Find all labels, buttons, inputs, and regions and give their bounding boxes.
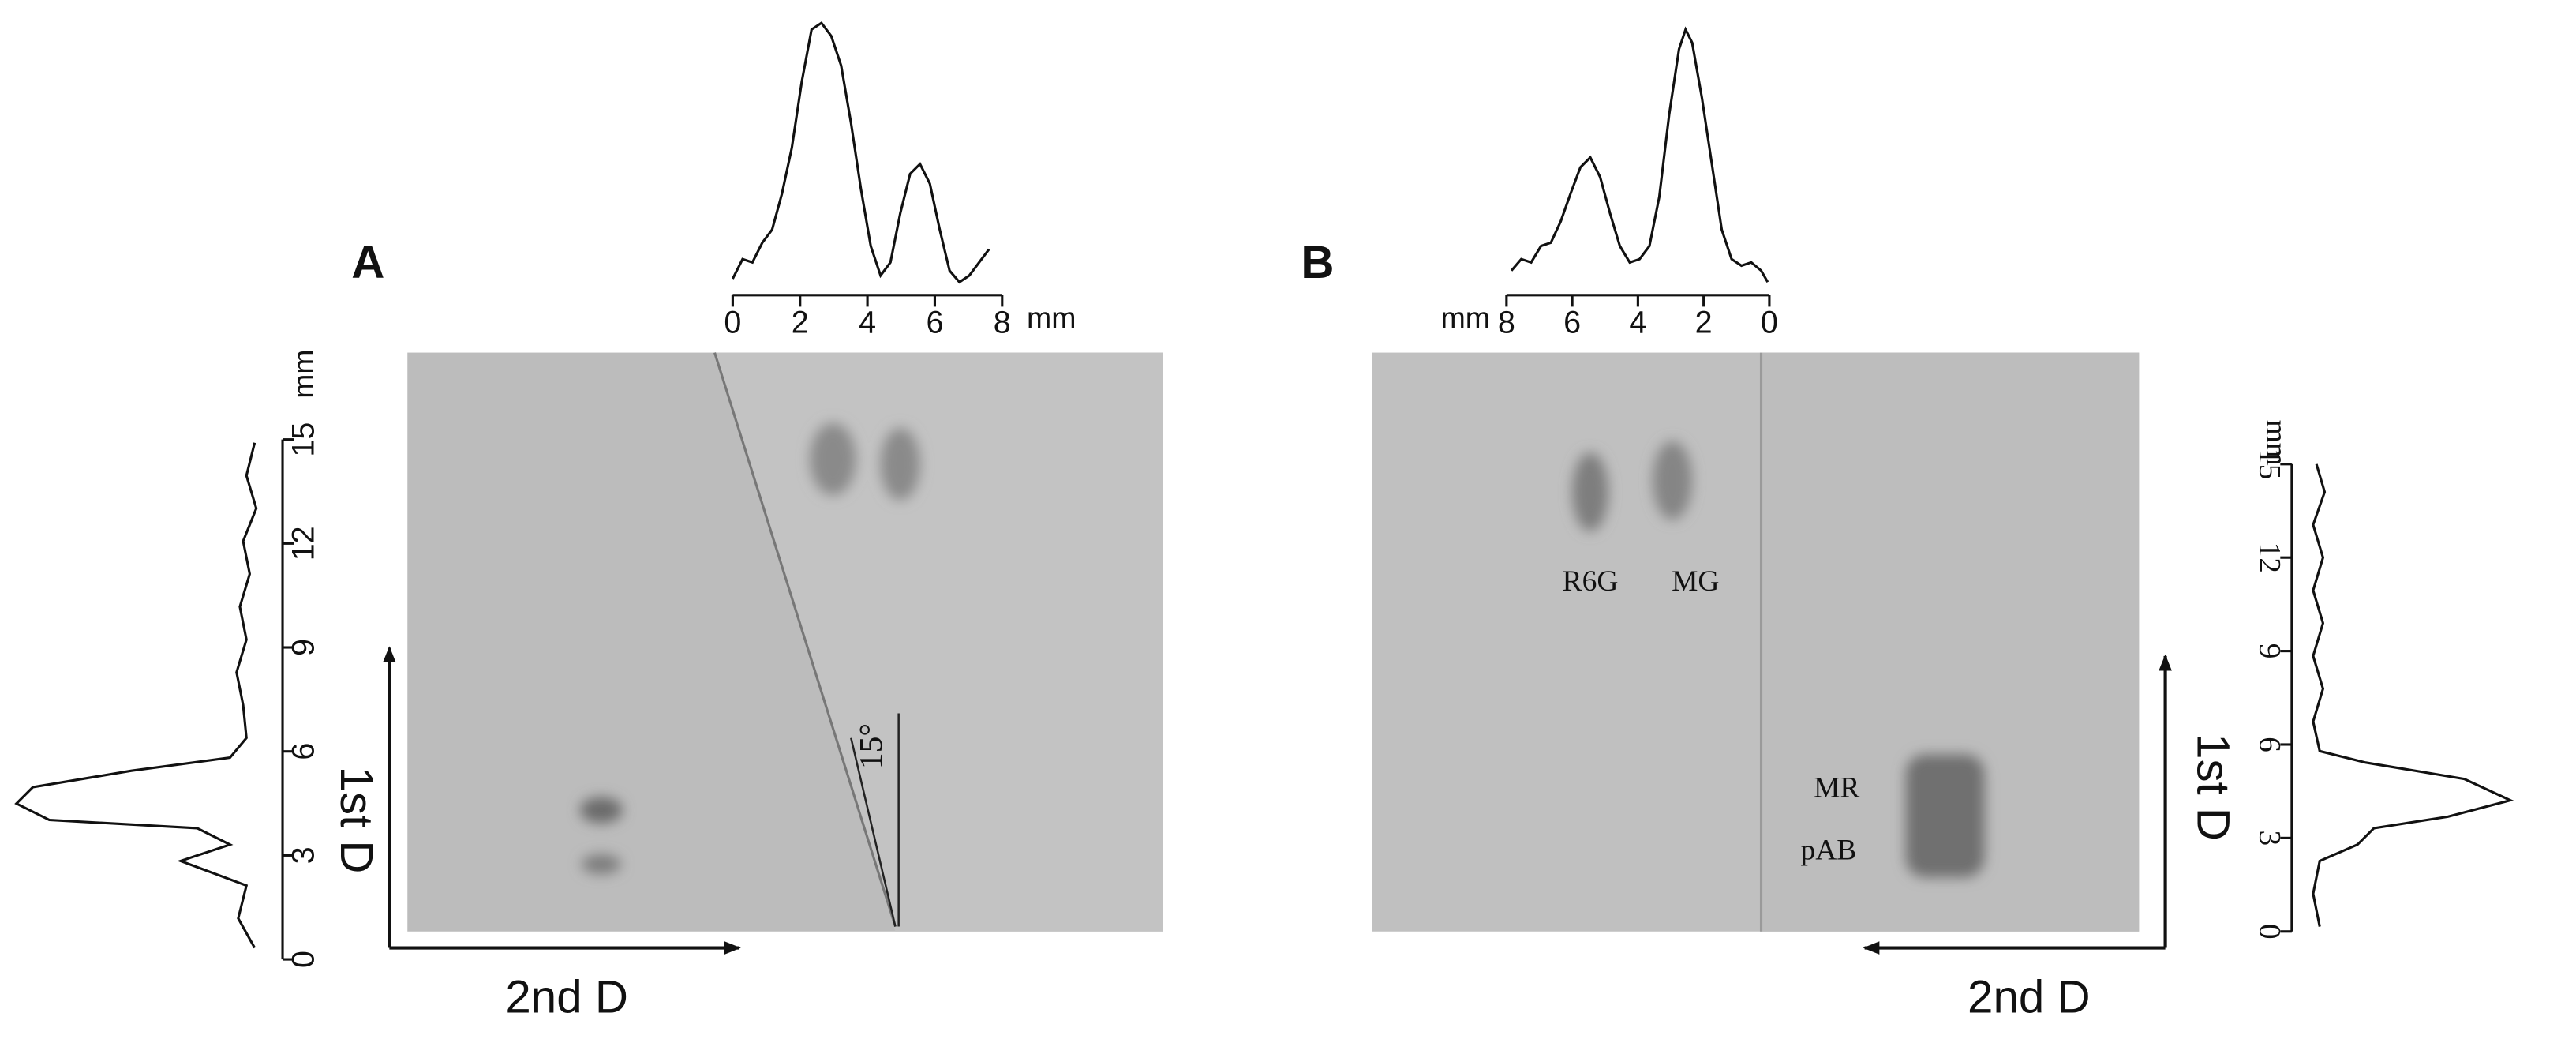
tick-label: 0 (286, 951, 321, 968)
angle-label: 15° (852, 723, 889, 769)
tick-label: 0 (724, 306, 741, 340)
tick-label: 9 (2253, 643, 2288, 659)
tick-label: 8 (994, 306, 1011, 340)
spot-label: R6G (1563, 565, 1619, 598)
tick-label: 0 (1761, 306, 1778, 340)
unit-top: mm (1441, 301, 1490, 334)
tick-label: 6 (1563, 306, 1581, 340)
unit-side: mm (286, 349, 320, 398)
y-direction: 1st D (331, 767, 382, 874)
tick-label: 6 (926, 306, 943, 340)
y-direction: 1st D (2187, 733, 2238, 841)
spot-label: MR (1814, 772, 1859, 805)
profile-top-b (1510, 26, 1769, 283)
tick-label: 15 (286, 422, 321, 457)
tick-label: 2 (1695, 306, 1713, 340)
tick-label: 2 (792, 306, 809, 340)
tick-label: 15 (2253, 448, 2288, 479)
unit-top: mm (1027, 301, 1076, 334)
x-direction: 2nd D (1968, 971, 2091, 1022)
tick-label: 8 (1498, 306, 1515, 340)
plate-a (407, 352, 1163, 932)
x-direction: 2nd D (505, 971, 628, 1022)
tick-label: 4 (1629, 306, 1646, 340)
spot-label: pAB (1800, 835, 1856, 867)
plate-b (1372, 352, 2140, 932)
tick-label: 3 (286, 846, 321, 864)
tick-label: 0 (2253, 924, 2288, 940)
tick-label: 9 (286, 639, 321, 656)
panel-label: B (1301, 237, 1334, 288)
tick-label: 4 (859, 306, 876, 340)
unit-side: mm (2260, 420, 2292, 466)
tick-label: 12 (286, 526, 321, 561)
panel-label: A (351, 237, 384, 288)
profile-side-b (2312, 463, 2514, 927)
tick-label: 12 (2253, 542, 2288, 572)
tick-label: 3 (2253, 831, 2288, 846)
profile-side-a (14, 442, 258, 949)
spot-label: MG (1672, 565, 1719, 598)
profile-top-a (732, 21, 990, 284)
tick-label: 6 (2253, 737, 2288, 752)
tick-label: 6 (286, 743, 321, 760)
